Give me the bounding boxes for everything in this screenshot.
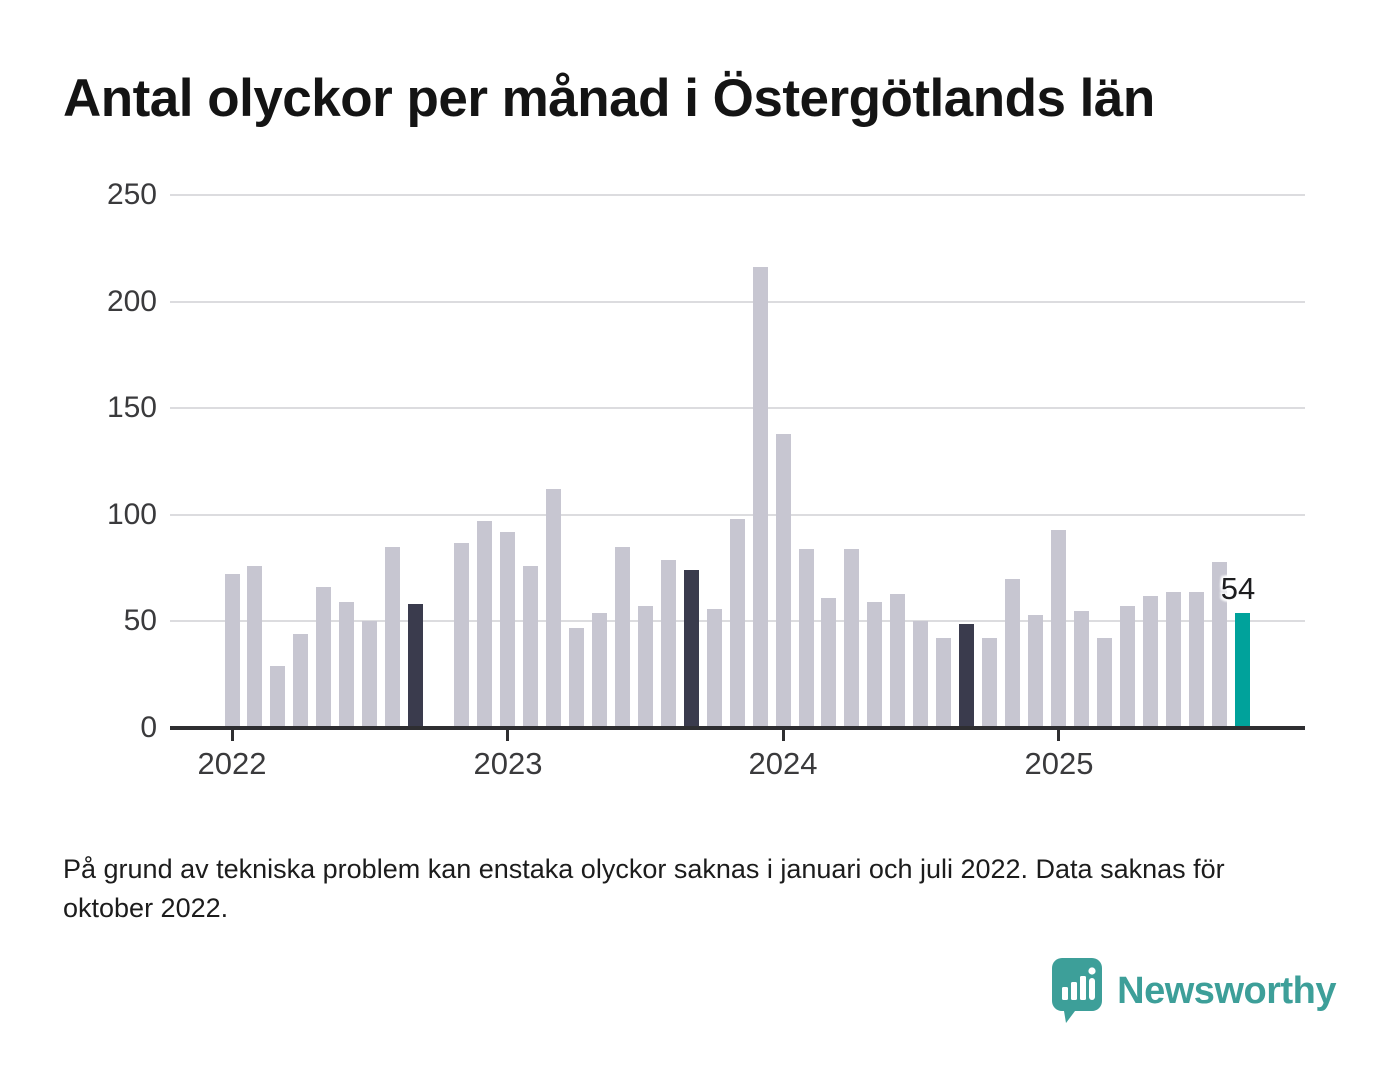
bar-2024-11 — [1005, 579, 1020, 728]
bar-2024-02 — [799, 549, 814, 728]
newsworthy-logo-text: Newsworthy — [1117, 969, 1336, 1012]
y-axis-label-100: 100 — [106, 498, 157, 531]
bar-2024-04 — [844, 549, 859, 728]
bar-2022-11 — [454, 543, 469, 728]
gridline-250 — [170, 194, 1305, 196]
gridline-100 — [170, 514, 1305, 516]
bar-2022-07 — [362, 621, 377, 728]
bar-2023-03 — [546, 489, 561, 728]
bar-2023-10 — [707, 609, 722, 728]
bar-2025-01 — [1051, 530, 1066, 728]
bar-2023-04 — [569, 628, 584, 728]
gridline-200 — [170, 301, 1305, 303]
bar-2023-02 — [523, 566, 538, 728]
bar-2024-01 — [776, 434, 791, 728]
bar-2025-07 — [1189, 592, 1204, 728]
bar-2022-08 — [385, 547, 400, 728]
footnote-line2: oktober 2022. — [63, 893, 229, 923]
bar-2022-09 — [408, 604, 423, 728]
bar-2024-05 — [867, 602, 882, 728]
bar-2023-06 — [615, 547, 630, 728]
x-axis-label-2025: 2025 — [1024, 746, 1094, 781]
y-axis-label-150: 150 — [106, 391, 157, 424]
bar-2022-05 — [316, 587, 331, 728]
bar-chart: 0 50 100 150 200 250 54 2022 2023 2024 2025 — [106, 178, 1305, 781]
bar-2022-06 — [339, 602, 354, 728]
x-axis-tick-2022 — [231, 730, 234, 741]
bar-2024-06 — [890, 594, 905, 728]
x-axis-line — [170, 726, 1305, 730]
x-axis-label-2022: 2022 — [197, 746, 267, 781]
y-axis-label-0: 0 — [140, 711, 157, 744]
x-axis-tick-2024 — [782, 730, 785, 741]
bar-2022-02 — [247, 566, 262, 728]
bar-2024-08 — [936, 638, 951, 728]
bar-2024-09 — [959, 624, 974, 728]
x-axis-label-2023: 2023 — [473, 746, 543, 781]
x-axis-tick-2025 — [1057, 730, 1060, 741]
bar-2023-08 — [661, 560, 676, 728]
bar-2023-11 — [730, 519, 745, 728]
bar-2023-12 — [753, 267, 768, 728]
bar-2025-09 — [1235, 613, 1250, 728]
bar-2023-01 — [500, 532, 515, 728]
y-axis-label-250: 250 — [106, 178, 157, 211]
y-axis-label-200: 200 — [106, 285, 157, 318]
bar-2024-10 — [982, 638, 997, 728]
footnote: På grund av tekniska problem kan enstaka… — [63, 850, 1303, 928]
gridline-150 — [170, 407, 1305, 409]
bar-2025-05 — [1143, 596, 1158, 728]
bar-2024-12 — [1028, 615, 1043, 728]
y-axis-label-50: 50 — [123, 604, 157, 637]
newsworthy-logo: Newsworthy — [1052, 958, 1336, 1024]
chart-title: Antal olyckor per månad i Östergötlands … — [63, 69, 1155, 128]
footnote-line1: På grund av tekniska problem kan enstaka… — [63, 854, 1225, 884]
bar-2023-07 — [638, 606, 653, 728]
bar-2023-05 — [592, 613, 607, 728]
bar-value-label-2025-09: 54 — [1220, 571, 1256, 606]
newsworthy-logo-icon — [1052, 958, 1103, 1023]
bar-2025-04 — [1120, 606, 1135, 728]
bar-2024-07 — [913, 621, 928, 728]
bar-2022-01 — [225, 574, 240, 728]
bar-2022-04 — [293, 634, 308, 728]
bar-2025-08 — [1212, 562, 1227, 728]
bar-2025-06 — [1166, 592, 1181, 728]
x-axis-label-2024: 2024 — [748, 746, 818, 781]
bar-2025-03 — [1097, 638, 1112, 728]
bar-2022-12 — [477, 521, 492, 728]
bar-2022-03 — [270, 666, 285, 728]
bar-2025-02 — [1074, 611, 1089, 728]
x-axis-tick-2023 — [506, 730, 509, 741]
bar-2024-03 — [821, 598, 836, 728]
bar-2023-09 — [684, 570, 699, 728]
